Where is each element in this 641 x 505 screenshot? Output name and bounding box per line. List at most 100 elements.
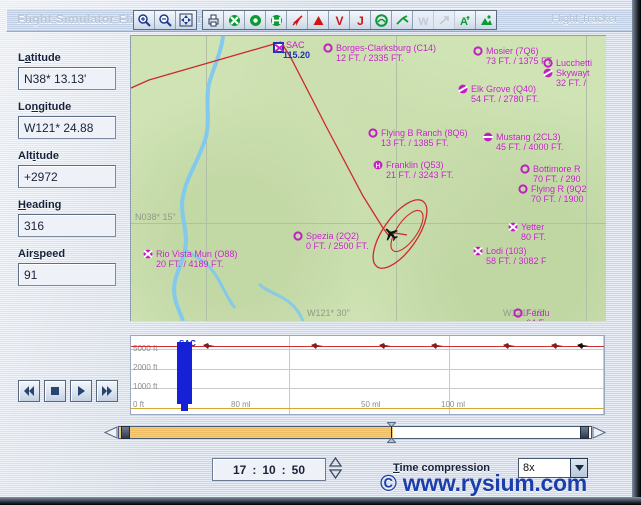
stepper-down-icon[interactable] <box>328 469 343 479</box>
seek-thumb[interactable] <box>386 422 397 443</box>
heading-label: Heading <box>18 199 62 211</box>
airport-name: Rio Vista Mun (O88) <box>156 249 238 259</box>
jet-route-icon[interactable]: J <box>350 11 371 29</box>
airport-marker[interactable]: Bottimore R 70 FT. / 290 <box>520 164 581 184</box>
terrain-icon[interactable] <box>476 11 496 29</box>
window-title-right: Flight Tracker <box>551 13 618 25</box>
airport-name: Elk Grove (Q40) <box>471 84 537 94</box>
seek-range-end-handle[interactable] <box>580 426 589 439</box>
seek-right-arrow-icon[interactable] <box>592 426 607 439</box>
weather-icon[interactable]: W <box>413 11 434 29</box>
airport-circle-icon <box>293 231 303 241</box>
airport-marker[interactable]: Ferdu 64 F <box>513 308 550 321</box>
zoom-out-icon[interactable] <box>155 11 176 29</box>
airport-detail: 70 FT. / 1900 <box>531 194 584 204</box>
airport-detail: 32 FT. / <box>556 78 587 88</box>
airport-marker[interactable]: Mustang (2CL3) 45 FT. / 4000 FT. <box>483 132 564 152</box>
seek-progress-fill <box>119 427 393 438</box>
pan-icon[interactable] <box>176 11 196 29</box>
profile-gridline <box>289 336 290 414</box>
airport-marker[interactable]: Rio Vista Mun (O88) 20 FT. / 4189 FT. <box>143 249 238 269</box>
profile-current-position-bar <box>177 342 192 404</box>
field-latitude: Latitude N38* 13.13' <box>18 52 116 90</box>
latitude-value[interactable]: N38* 13.13' <box>18 67 116 90</box>
seek-track[interactable] <box>118 426 592 439</box>
airport-name: Lodi (103) <box>486 246 527 256</box>
map-view[interactable]: N038* 15" W121* 30" W121* 15" SAC 115.20 <box>130 35 606 321</box>
fast-forward-button[interactable] <box>96 380 118 402</box>
watermark: © www.rysium.com <box>380 470 587 496</box>
field-altitude: Altitude +2972 <box>18 150 116 188</box>
svg-text:V: V <box>335 14 343 27</box>
airport-runway-icon <box>458 84 468 94</box>
field-longitude: Longitude W121* 24.88 <box>18 101 116 139</box>
airport-name: Franklin (Q53) <box>386 160 444 170</box>
profile-gridline <box>131 388 604 389</box>
zoom-in-icon[interactable] <box>134 11 155 29</box>
airport-marker[interactable]: Skywayt 32 FT. / <box>543 68 590 88</box>
graticule-line <box>586 36 587 321</box>
playback-timer-stepper[interactable] <box>328 457 343 479</box>
airport-marker[interactable]: Lodi (103) 58 FT. / 3082 F <box>473 246 547 266</box>
toolbar: V J W A <box>133 10 502 30</box>
wind-icon[interactable] <box>434 11 455 29</box>
airport-marker[interactable]: Flying R (9Q2 70 FT. / 1900 <box>518 184 587 204</box>
playback-timer-field[interactable]: 17 : 10 : 50 <box>212 458 326 481</box>
vor-icon[interactable] <box>245 11 266 29</box>
graticule-label: W121* 15" <box>503 308 546 318</box>
airport-marker[interactable]: Elk Grove (Q40) 54 FT. / 2780 FT. <box>458 84 539 104</box>
airspeed-label: Airspeed <box>18 248 66 260</box>
stop-button[interactable] <box>44 380 66 402</box>
longitude-value[interactable]: W121* 24.88 <box>18 116 116 139</box>
track-icon[interactable] <box>287 11 308 29</box>
profile-x-tick: 80 ml <box>231 400 251 409</box>
airport-icon[interactable] <box>224 11 245 29</box>
airport-detail: 64 F <box>526 318 550 321</box>
profile-aircraft-markers <box>203 343 589 349</box>
vfr-icon[interactable]: V <box>329 11 350 29</box>
airport-marker[interactable]: Borges-Clarksburg (C14) 12 FT. / 2335 FT… <box>323 43 436 63</box>
time-compression-label: Time compression <box>393 462 491 474</box>
airport-detail: 0 FT. / 2500 FT. <box>306 241 369 251</box>
airport-marker[interactable]: Lucchetti <box>543 58 592 68</box>
field-airspeed: Airspeed 91 <box>18 248 116 286</box>
print-icon[interactable] <box>203 11 224 29</box>
airport-multi-runway-icon <box>473 246 483 256</box>
play-button[interactable] <box>70 380 92 402</box>
aircraft-marker-icon[interactable] <box>383 226 399 242</box>
airway-icon[interactable] <box>392 11 413 29</box>
vor-station-sac[interactable]: SAC 115.20 <box>273 40 310 60</box>
airport-detail: 20 FT. / 4189 FT. <box>156 259 224 269</box>
airport-name: Skywayt <box>556 68 590 78</box>
profile-gridline <box>131 349 604 350</box>
playback-seek-slider[interactable] <box>103 422 607 443</box>
toolbar-group-layers: V J W A <box>202 10 497 30</box>
intersection-icon[interactable] <box>308 11 329 29</box>
timer-seconds: 50 <box>291 462 306 477</box>
altitude-value[interactable]: +2972 <box>18 165 116 188</box>
time-compression-select[interactable]: 8x <box>518 458 588 478</box>
graticule-label: N038* 15" <box>135 212 176 222</box>
airport-marker[interactable]: Flying B Ranch (8Q6) 13 FT. / 1385 FT. <box>368 128 468 148</box>
airspace-icon[interactable] <box>371 11 392 29</box>
stepper-up-icon[interactable] <box>328 457 343 467</box>
airspeed-value[interactable]: 91 <box>18 263 116 286</box>
airport-marker[interactable]: Yetter 80 FT. <box>508 222 546 242</box>
transport-controls <box>18 380 118 402</box>
rewind-button[interactable] <box>18 380 40 402</box>
airport-detail: 12 FT. / 2335 FT. <box>336 53 404 63</box>
graticule-label: W121* 30" <box>307 308 350 318</box>
altitude-profile-chart[interactable]: 5000 ft 2000 ft 1000 ft 0 ft 80 ml 50 ml… <box>130 335 605 415</box>
seek-left-arrow-icon[interactable] <box>103 426 118 439</box>
label-icon[interactable]: A <box>455 11 476 29</box>
heading-value[interactable]: 316 <box>18 214 116 237</box>
chevron-down-icon[interactable] <box>570 458 588 478</box>
airport-marker[interactable]: Mosier (7Q6) 73 FT. / 1375 FT. <box>473 46 554 66</box>
profile-x-tick: 100 ml <box>441 400 466 409</box>
seek-range-start-handle[interactable] <box>121 426 130 439</box>
profile-gridline <box>603 336 604 414</box>
ndb-icon[interactable] <box>266 11 287 29</box>
airport-marker[interactable]: H Franklin (Q53) 21 FT. / 3243 FT. <box>373 160 454 180</box>
airport-marker[interactable]: Spezia (2Q2) 0 FT. / 2500 FT. <box>293 231 369 251</box>
